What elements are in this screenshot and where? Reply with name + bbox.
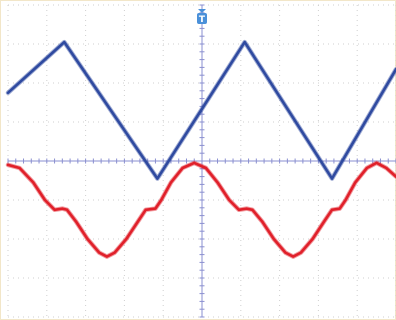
waveform-trace-1	[6, 40, 396, 180]
waveforms	[5, 39, 396, 259]
center-axes	[7, 4, 396, 318]
waveform-trace-2	[6, 161, 396, 258]
trigger-marker-group[interactable]: T	[197, 9, 207, 25]
trigger-marker-label: T	[199, 15, 206, 25]
trigger-marker[interactable]	[197, 13, 207, 24]
trigger-arrow-icon	[198, 9, 206, 13]
